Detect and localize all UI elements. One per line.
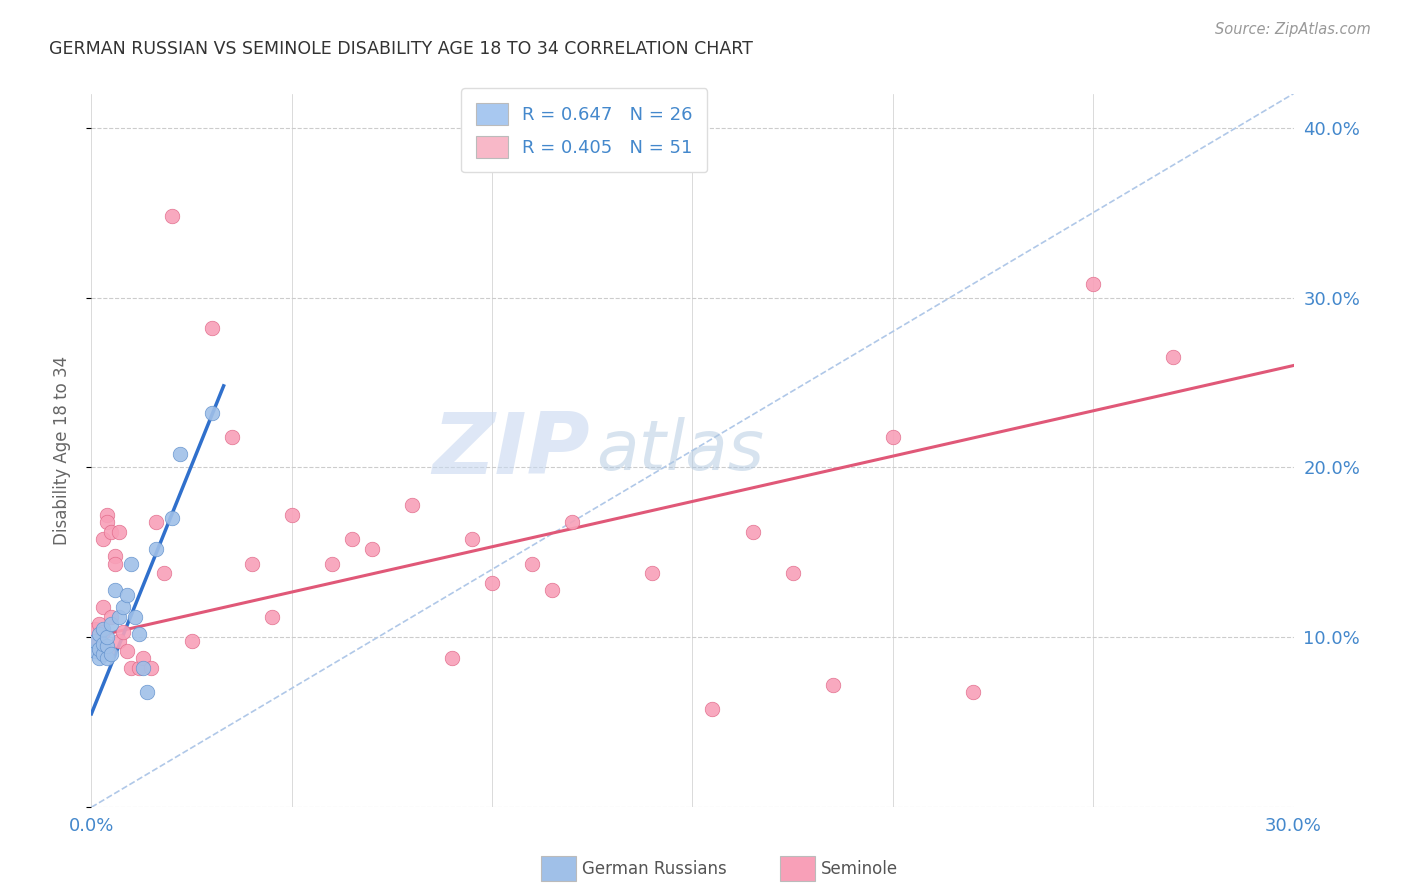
Point — [201, 406, 224, 420]
Point — [96, 639, 118, 653]
Point — [360, 541, 382, 556]
Text: atlas: atlas — [596, 417, 765, 484]
Point — [84, 622, 107, 636]
Point — [100, 648, 122, 662]
Point — [132, 650, 155, 665]
Text: GERMAN RUSSIAN VS SEMINOLE DISABILITY AGE 18 TO 34 CORRELATION CHART: GERMAN RUSSIAN VS SEMINOLE DISABILITY AG… — [49, 40, 754, 58]
Point — [96, 650, 118, 665]
Point — [84, 633, 107, 648]
Point — [108, 524, 131, 539]
Point — [440, 650, 463, 665]
Point — [89, 642, 111, 657]
Point — [93, 599, 115, 614]
Point — [89, 642, 111, 657]
Point — [100, 616, 122, 631]
Point — [541, 582, 564, 597]
Point — [132, 661, 155, 675]
Point — [104, 558, 127, 572]
Point — [96, 508, 118, 522]
Point — [481, 576, 503, 591]
Legend: R = 0.647   N = 26, R = 0.405   N = 51: R = 0.647 N = 26, R = 0.405 N = 51 — [461, 88, 707, 172]
Point — [112, 599, 135, 614]
Point — [96, 631, 118, 645]
Point — [702, 702, 724, 716]
Point — [160, 511, 183, 525]
Point — [141, 661, 163, 675]
Point — [136, 684, 159, 698]
Point — [121, 661, 143, 675]
Text: Seminole: Seminole — [821, 860, 898, 878]
Point — [93, 622, 115, 636]
Point — [821, 678, 844, 692]
Point — [89, 650, 111, 665]
Point — [93, 648, 115, 662]
Point — [145, 515, 167, 529]
Text: Source: ZipAtlas.com: Source: ZipAtlas.com — [1215, 22, 1371, 37]
Point — [89, 627, 111, 641]
Point — [112, 625, 135, 640]
Point — [169, 447, 191, 461]
Point — [1083, 277, 1105, 291]
Point — [84, 644, 107, 658]
Point — [962, 684, 984, 698]
Point — [84, 633, 107, 648]
Point — [641, 566, 664, 580]
Point — [741, 524, 763, 539]
Point — [108, 633, 131, 648]
Point — [117, 644, 139, 658]
Point — [100, 610, 122, 624]
Point — [281, 508, 304, 522]
Point — [522, 558, 544, 572]
Point — [340, 532, 363, 546]
Point — [96, 515, 118, 529]
Point — [89, 616, 111, 631]
Text: ZIP: ZIP — [433, 409, 591, 492]
Point — [260, 610, 283, 624]
Point — [1163, 350, 1185, 364]
Point — [128, 627, 150, 641]
Point — [124, 610, 146, 624]
Point — [93, 532, 115, 546]
Point — [117, 588, 139, 602]
Point — [240, 558, 263, 572]
Point — [561, 515, 583, 529]
Point — [108, 610, 131, 624]
Point — [121, 558, 143, 572]
Point — [180, 633, 202, 648]
Point — [882, 430, 904, 444]
Point — [100, 524, 122, 539]
Point — [401, 498, 423, 512]
Point — [89, 635, 111, 649]
Point — [201, 321, 224, 335]
Point — [93, 637, 115, 651]
Point — [104, 582, 127, 597]
Point — [782, 566, 804, 580]
Point — [128, 661, 150, 675]
Point — [160, 209, 183, 223]
Point — [152, 566, 174, 580]
Point — [321, 558, 343, 572]
Y-axis label: Disability Age 18 to 34: Disability Age 18 to 34 — [52, 356, 70, 545]
Point — [145, 541, 167, 556]
Point — [221, 430, 243, 444]
Text: German Russians: German Russians — [582, 860, 727, 878]
Point — [93, 625, 115, 640]
Point — [96, 644, 118, 658]
Point — [104, 549, 127, 563]
Point — [461, 532, 484, 546]
